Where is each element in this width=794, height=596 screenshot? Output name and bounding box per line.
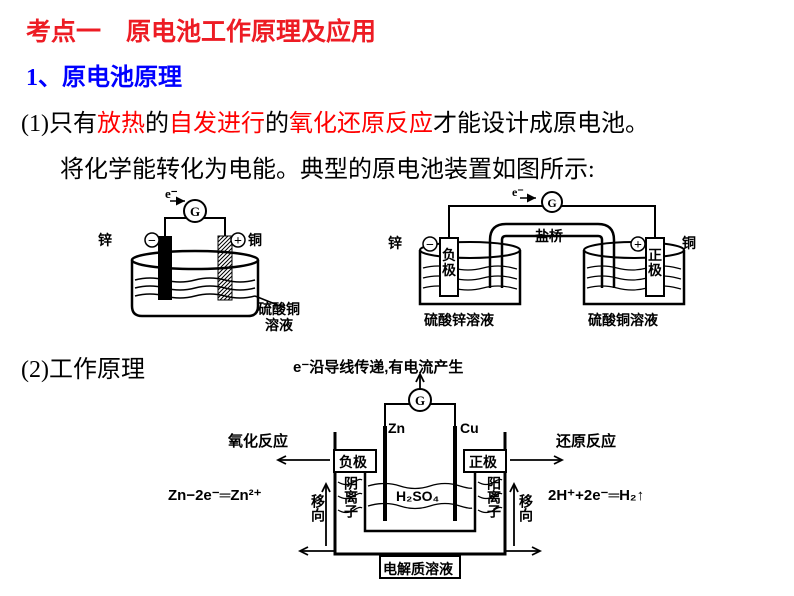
diagram-working-principle: G e⁻沿导线传递,有电流产生 Zn Cu 负极 正极 氧化反应 还原反应 Zn… — [160, 356, 680, 586]
label-red: 还原反应 — [556, 430, 616, 451]
label-copper: 铜 — [248, 230, 262, 250]
text: 才能设计成原电池。 — [433, 111, 649, 137]
text: 的 — [145, 111, 169, 137]
label-cu: Cu — [460, 420, 479, 436]
label-anion-move: 移向 — [308, 494, 328, 522]
label-ox: 氧化反应 — [228, 430, 288, 451]
svg-text:+: + — [234, 234, 242, 249]
label-sol-left: 硫酸锌溶液 — [424, 310, 494, 330]
heading-topic: 考点一 原电池工作原理及应用 — [26, 12, 376, 48]
svg-text:+: + — [634, 238, 642, 253]
body-line-1: (1)只有放热的自发进行的氧化还原反应才能设计成原电池。 — [21, 103, 649, 138]
label-sol-right: 硫酸铜溶液 — [588, 310, 658, 330]
heading-sub: 1、原电池原理 — [26, 57, 182, 92]
label-zinc: 锌 — [98, 230, 112, 250]
label-salt-bridge: 盐桥 — [535, 226, 563, 246]
text-red: 放热 — [97, 111, 145, 137]
label-zinc2: 锌 — [388, 233, 402, 253]
text-red: 氧化还原反应 — [289, 111, 433, 137]
svg-text:G: G — [415, 393, 425, 408]
body-line-3: (2)工作原理 — [21, 349, 145, 384]
svg-text:−: − — [426, 238, 434, 253]
label-solution: 硫酸铜溶液 — [258, 301, 300, 333]
text: 的 — [265, 111, 289, 137]
svg-text:e⁻: e⁻ — [512, 188, 524, 199]
label-copper2: 铜 — [682, 233, 696, 253]
svg-text:e⁻: e⁻ — [165, 188, 178, 201]
label-neg: 负极 — [339, 452, 367, 472]
working-principle-svg: G — [160, 356, 680, 586]
label-eq-left: Zn−2e⁻═Zn²⁺ — [168, 486, 262, 504]
label-cation: 阳离子 — [484, 476, 504, 518]
label-neg-pole: 负极 — [442, 248, 456, 278]
label-anion: 阴离子 — [341, 476, 361, 518]
text: (1)只有 — [21, 111, 97, 137]
svg-text:−: − — [148, 234, 156, 249]
label-eq-right: 2H⁺+2e⁻═H₂↑ — [548, 486, 644, 504]
label-electrolyte: 电解质溶液 — [383, 559, 453, 579]
svg-text:G: G — [190, 204, 200, 219]
label-top-text: e⁻沿导线传递,有电流产生 — [293, 356, 463, 377]
diagram-simple-cell: G e⁻ − + 锌 铜 硫酸铜溶液 — [80, 188, 310, 338]
label-pos-pole: 正极 — [648, 248, 662, 278]
text-red: 自发进行 — [169, 111, 265, 137]
label-zn: Zn — [388, 420, 405, 436]
diagram-salt-bridge-cell: G e⁻ − + 锌 铜 盐桥 负极 正极 硫酸锌溶液 硫酸铜溶液 — [382, 188, 722, 338]
label-cation-move: 移向 — [516, 494, 536, 522]
label-h2so4: H₂SO₄ — [396, 488, 439, 504]
body-line-2: 将化学能转化为电能。典型的原电池装置如图所示: — [60, 149, 595, 184]
label-pos: 正极 — [469, 452, 497, 472]
svg-text:G: G — [547, 196, 556, 210]
